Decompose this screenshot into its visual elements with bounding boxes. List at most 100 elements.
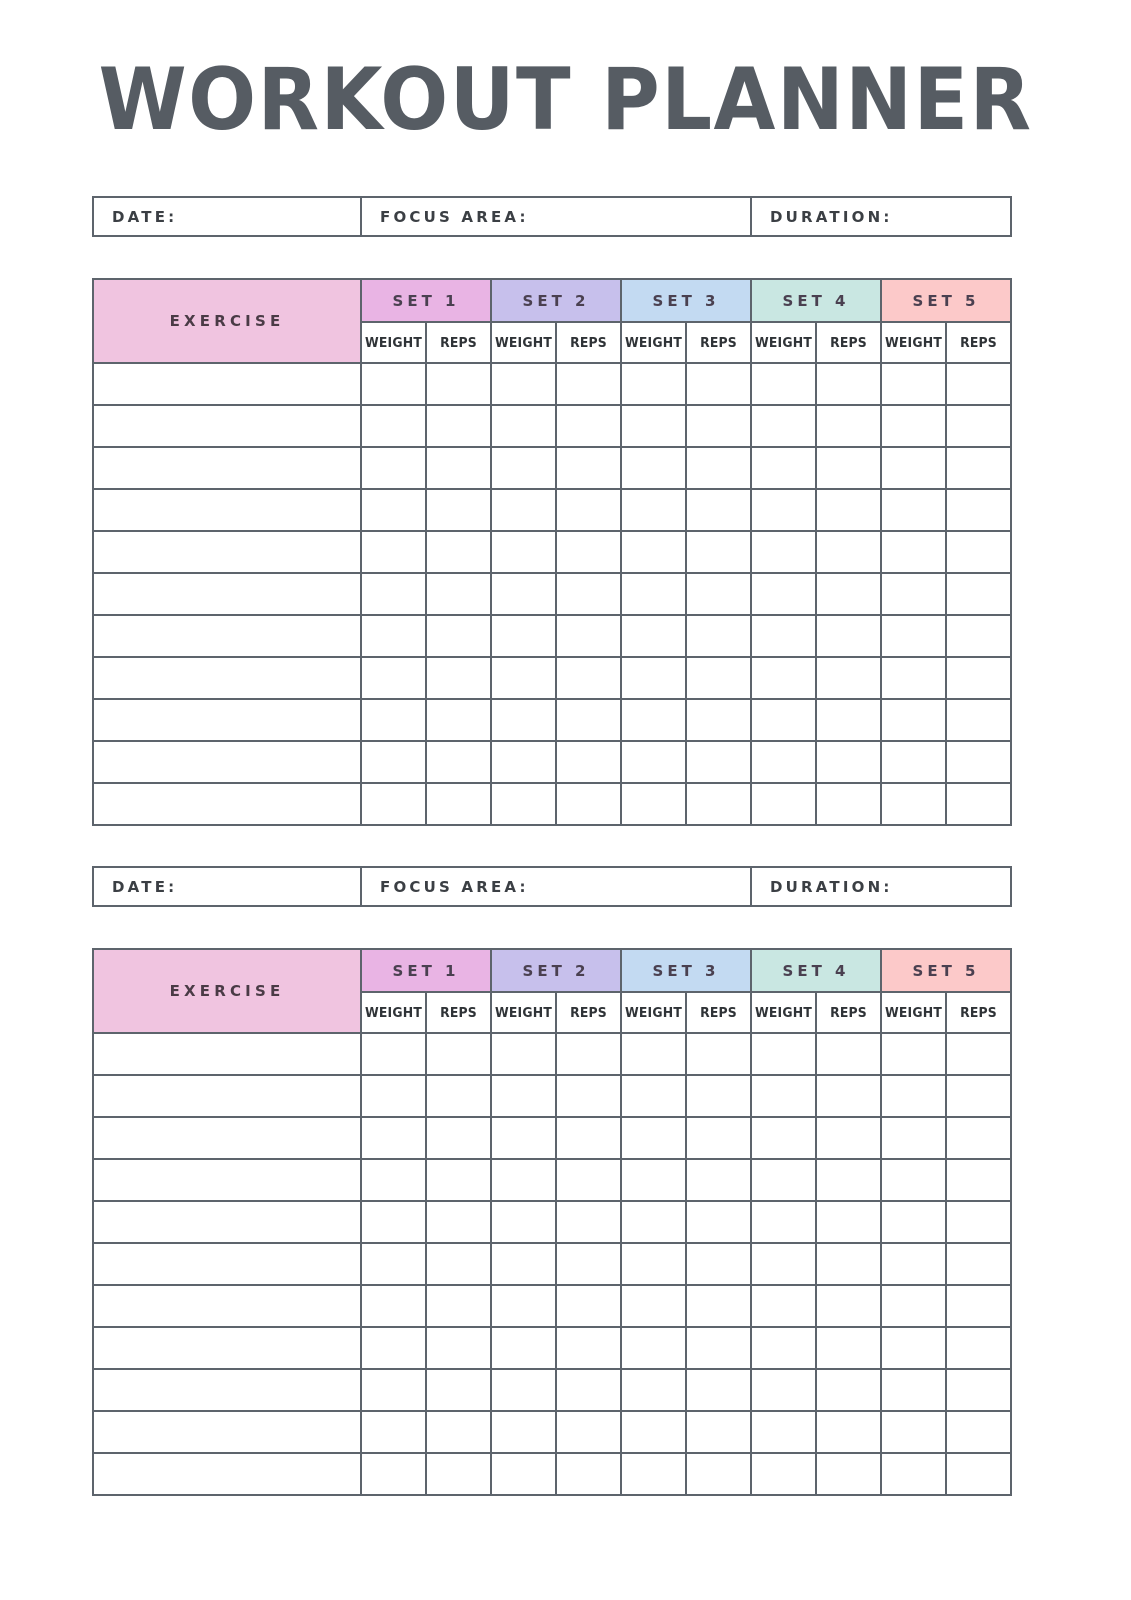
weight-cell-set-4[interactable] [750, 1242, 817, 1286]
reps-cell-set-1[interactable] [425, 446, 492, 490]
focus-area-field-1[interactable]: FOCUS AREA: [362, 198, 752, 235]
weight-cell-set-3[interactable] [620, 740, 687, 784]
reps-cell-set-4[interactable] [815, 656, 882, 700]
reps-cell-set-5[interactable] [945, 446, 1012, 490]
reps-cell-set-2[interactable] [555, 1200, 622, 1244]
weight-cell-set-3[interactable] [620, 698, 687, 742]
reps-cell-set-3[interactable] [685, 1200, 752, 1244]
weight-cell-set-1[interactable] [360, 404, 427, 448]
reps-cell-set-4[interactable] [815, 1452, 882, 1496]
reps-cell-set-4[interactable] [815, 1284, 882, 1328]
weight-cell-set-3[interactable] [620, 446, 687, 490]
reps-cell-set-5[interactable] [945, 362, 1012, 406]
weight-cell-set-3[interactable] [620, 404, 687, 448]
reps-cell-set-3[interactable] [685, 1452, 752, 1496]
reps-cell-set-2[interactable] [555, 446, 622, 490]
reps-cell-set-3[interactable] [685, 614, 752, 658]
reps-cell-set-2[interactable] [555, 614, 622, 658]
reps-cell-set-4[interactable] [815, 740, 882, 784]
weight-cell-set-4[interactable] [750, 1452, 817, 1496]
weight-cell-set-4[interactable] [750, 1200, 817, 1244]
reps-cell-set-4[interactable] [815, 572, 882, 616]
reps-cell-set-1[interactable] [425, 572, 492, 616]
weight-cell-set-5[interactable] [880, 446, 947, 490]
weight-cell-set-2[interactable] [490, 1284, 557, 1328]
reps-cell-set-4[interactable] [815, 1200, 882, 1244]
reps-cell-set-2[interactable] [555, 572, 622, 616]
weight-cell-set-3[interactable] [620, 614, 687, 658]
reps-cell-set-2[interactable] [555, 1326, 622, 1370]
weight-cell-set-2[interactable] [490, 404, 557, 448]
duration-field-1[interactable]: DURATION: [770, 207, 893, 226]
reps-cell-set-3[interactable] [685, 1116, 752, 1160]
weight-cell-set-5[interactable] [880, 1200, 947, 1244]
weight-cell-set-1[interactable] [360, 572, 427, 616]
weight-cell-set-5[interactable] [880, 1326, 947, 1370]
weight-cell-set-2[interactable] [490, 782, 557, 826]
weight-cell-set-5[interactable] [880, 656, 947, 700]
weight-cell-set-1[interactable] [360, 1452, 427, 1496]
weight-cell-set-1[interactable] [360, 782, 427, 826]
weight-cell-set-2[interactable] [490, 1452, 557, 1496]
weight-cell-set-4[interactable] [750, 530, 817, 574]
reps-cell-set-3[interactable] [685, 1074, 752, 1118]
reps-cell-set-5[interactable] [945, 1284, 1012, 1328]
reps-cell-set-1[interactable] [425, 1368, 492, 1412]
weight-cell-set-2[interactable] [490, 1158, 557, 1202]
weight-cell-set-2[interactable] [490, 1116, 557, 1160]
weight-cell-set-4[interactable] [750, 656, 817, 700]
reps-cell-set-5[interactable] [945, 572, 1012, 616]
weight-cell-set-1[interactable] [360, 1410, 427, 1454]
reps-cell-set-1[interactable] [425, 404, 492, 448]
reps-cell-set-2[interactable] [555, 530, 622, 574]
reps-cell-set-4[interactable] [815, 782, 882, 826]
reps-cell-set-4[interactable] [815, 1368, 882, 1412]
exercise-cell[interactable] [92, 740, 362, 784]
reps-cell-set-3[interactable] [685, 1242, 752, 1286]
reps-cell-set-3[interactable] [685, 572, 752, 616]
reps-cell-set-2[interactable] [555, 1074, 622, 1118]
weight-cell-set-4[interactable] [750, 572, 817, 616]
weight-cell-set-4[interactable] [750, 782, 817, 826]
exercise-cell[interactable] [92, 698, 362, 742]
weight-cell-set-4[interactable] [750, 740, 817, 784]
weight-cell-set-2[interactable] [490, 614, 557, 658]
weight-cell-set-2[interactable] [490, 1368, 557, 1412]
weight-cell-set-2[interactable] [490, 1410, 557, 1454]
reps-cell-set-3[interactable] [685, 1410, 752, 1454]
reps-cell-set-5[interactable] [945, 1158, 1012, 1202]
exercise-cell[interactable] [92, 530, 362, 574]
weight-cell-set-2[interactable] [490, 1242, 557, 1286]
weight-cell-set-1[interactable] [360, 488, 427, 532]
weight-cell-set-1[interactable] [360, 1200, 427, 1244]
reps-cell-set-5[interactable] [945, 1368, 1012, 1412]
weight-cell-set-3[interactable] [620, 782, 687, 826]
weight-cell-set-4[interactable] [750, 698, 817, 742]
weight-cell-set-3[interactable] [620, 530, 687, 574]
exercise-cell[interactable] [92, 1242, 362, 1286]
reps-cell-set-3[interactable] [685, 1158, 752, 1202]
weight-cell-set-3[interactable] [620, 362, 687, 406]
weight-cell-set-3[interactable] [620, 1242, 687, 1286]
reps-cell-set-1[interactable] [425, 1116, 492, 1160]
weight-cell-set-1[interactable] [360, 1326, 427, 1370]
weight-cell-set-2[interactable] [490, 1032, 557, 1076]
weight-cell-set-1[interactable] [360, 1032, 427, 1076]
weight-cell-set-4[interactable] [750, 1326, 817, 1370]
reps-cell-set-3[interactable] [685, 740, 752, 784]
weight-cell-set-3[interactable] [620, 1326, 687, 1370]
reps-cell-set-5[interactable] [945, 782, 1012, 826]
weight-cell-set-5[interactable] [880, 1410, 947, 1454]
weight-cell-set-2[interactable] [490, 1074, 557, 1118]
exercise-cell[interactable] [92, 1410, 362, 1454]
reps-cell-set-4[interactable] [815, 1074, 882, 1118]
reps-cell-set-5[interactable] [945, 530, 1012, 574]
weight-cell-set-1[interactable] [360, 530, 427, 574]
reps-cell-set-4[interactable] [815, 362, 882, 406]
exercise-cell[interactable] [92, 1284, 362, 1328]
exercise-cell[interactable] [92, 1116, 362, 1160]
reps-cell-set-1[interactable] [425, 782, 492, 826]
reps-cell-set-5[interactable] [945, 1200, 1012, 1244]
weight-cell-set-4[interactable] [750, 1368, 817, 1412]
reps-cell-set-4[interactable] [815, 1242, 882, 1286]
